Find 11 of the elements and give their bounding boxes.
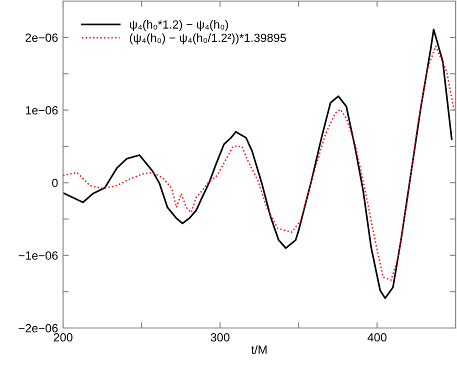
y-tick-label: −1e−06 (18, 251, 58, 260)
y-tick-label: 2e−06 (26, 33, 58, 42)
legend-label: (ψ₄(h₀) − ψ₄(h₀/1.2²))*1.39895 (130, 33, 286, 44)
x-axis-title: t/M (251, 345, 267, 354)
x-tick-label: 200 (54, 333, 72, 342)
x-tick-label: 400 (368, 333, 387, 342)
x-tick-label: 300 (210, 333, 230, 342)
y-tick-label: −2e−06 (18, 324, 58, 332)
legend-label: ψ₄(h₀*1.2) − ψ₄(h₀) (130, 20, 228, 32)
y-tick-label: 1e−06 (26, 106, 58, 114)
y-tick-label: 0 (52, 178, 58, 188)
